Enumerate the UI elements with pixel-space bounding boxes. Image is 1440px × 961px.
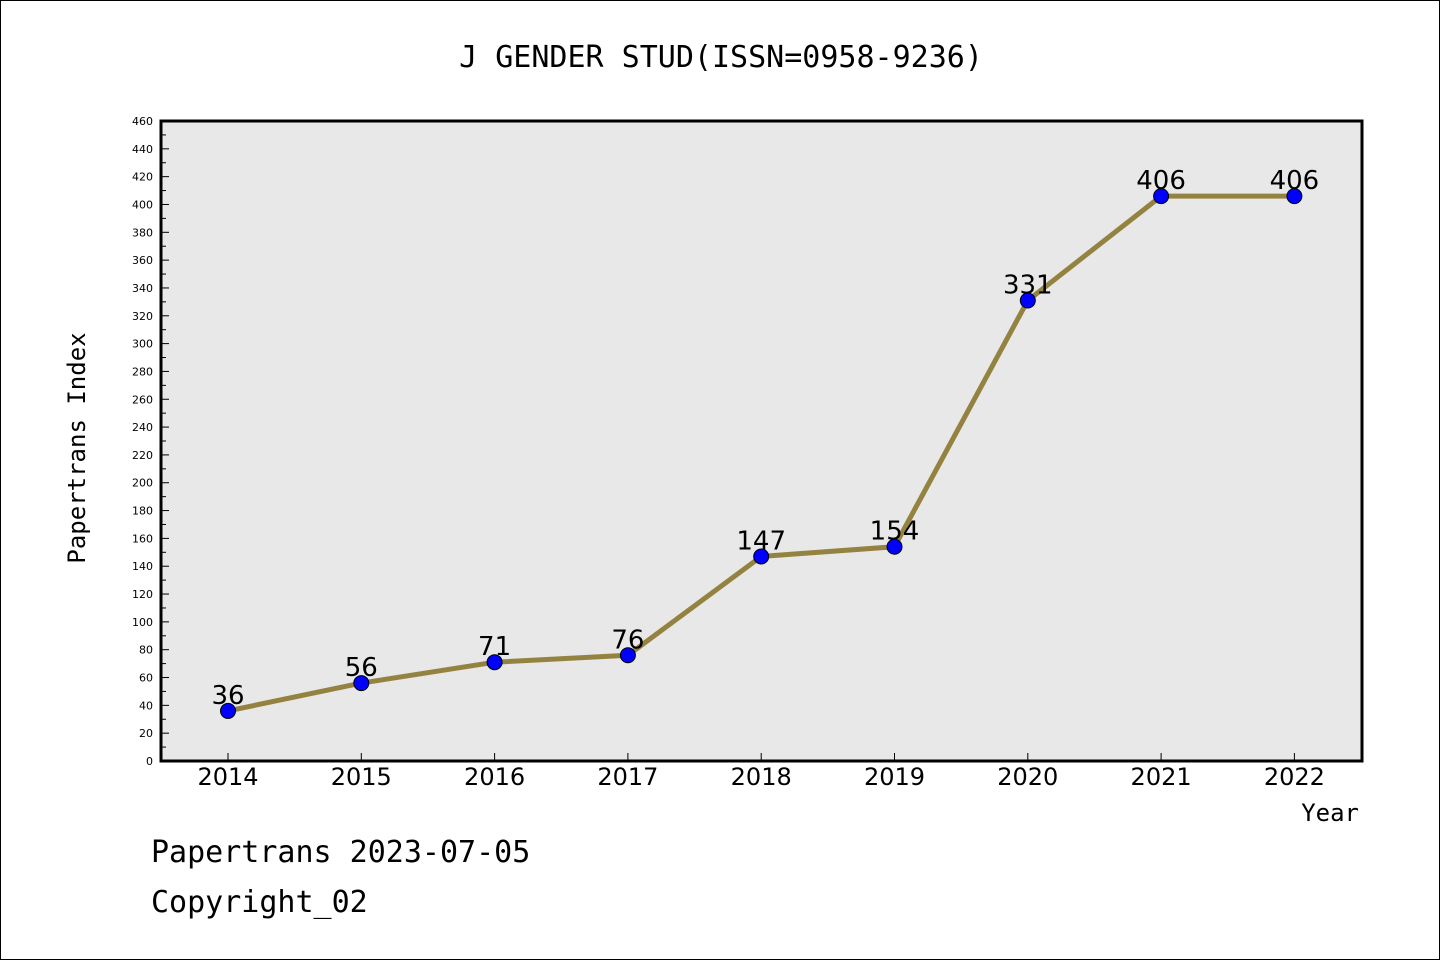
y-axis: 0 20 40 60 80 100 120 140 160 180 200 220 240 260 280 3… [132,115,169,768]
y-tick-label: 180 [132,505,153,518]
x-tick-label: 2018 [731,763,792,791]
data-point [486,654,503,671]
y-tick-label: 60 [139,672,153,685]
y-tick-label: 200 [132,477,153,490]
y-tick-label: 240 [132,421,153,434]
data-label: 56 [345,653,378,683]
data-point [1019,292,1036,309]
y-tick-label: 300 [132,338,153,351]
y-tick-label: 320 [132,310,153,323]
y-tick-label: 400 [132,198,153,211]
x-tick-label: 2014 [197,763,258,791]
y-tick-label: 260 [132,393,153,406]
x-axis: 2014 2015 2016 2017 2018 2019 2020 2021 2022 [197,753,1325,791]
y-tick-label: 100 [132,616,153,629]
y-tick-label: 140 [132,560,153,573]
y-tick-label: 420 [132,171,153,184]
y-tick-label: 280 [132,365,153,378]
data-point [886,538,903,555]
y-tick-label: 340 [132,282,153,295]
y-tick-label: 360 [132,254,153,267]
x-tick-label: 2016 [464,763,525,791]
data-point [1286,188,1303,205]
y-tick-label: 40 [139,699,153,712]
data-label: 406 [1270,166,1320,196]
x-tick-label: 2019 [864,763,925,791]
y-tick-label: 460 [132,115,153,128]
footer-date: Papertrans 2023-07-05 [151,835,531,870]
data-label: 76 [611,625,644,655]
y-tick-label: 160 [132,532,153,545]
chart-title: J GENDER STUD(ISSN=0958-9236) [459,40,983,75]
data-point [353,675,370,692]
data-point [619,647,636,664]
data-label: 147 [736,526,786,556]
x-tick-label: 2022 [1264,763,1325,791]
y-tick-label: 220 [132,449,153,462]
x-tick-label: 2017 [597,763,658,791]
data-point [753,548,770,565]
x-tick-label: 2015 [331,763,392,791]
y-tick-label: 440 [132,143,153,156]
data-label: 331 [1003,270,1053,300]
data-label: 71 [478,632,511,662]
data-label: 36 [211,681,244,711]
x-tick-label: 2020 [997,763,1058,791]
data-label: 154 [870,517,920,547]
data-label: 406 [1136,166,1186,196]
y-tick-label: 80 [139,644,153,657]
x-axis-label: Year [1301,799,1359,827]
data-point [220,702,236,719]
series: 36 56 71 76 147 154 331 406 406 [211,166,1320,719]
y-tick-label: 20 [139,727,153,740]
y-tick-label: 120 [132,588,153,601]
y-tick-label: 380 [132,226,153,239]
y-tick-label: 0 [146,755,153,768]
footer-copyright: Copyright_02 [151,885,368,920]
y-axis-label: Papertrans Index [63,332,91,563]
x-tick-label: 2021 [1131,763,1192,791]
data-point [1153,188,1170,205]
plot-area [159,119,1364,763]
